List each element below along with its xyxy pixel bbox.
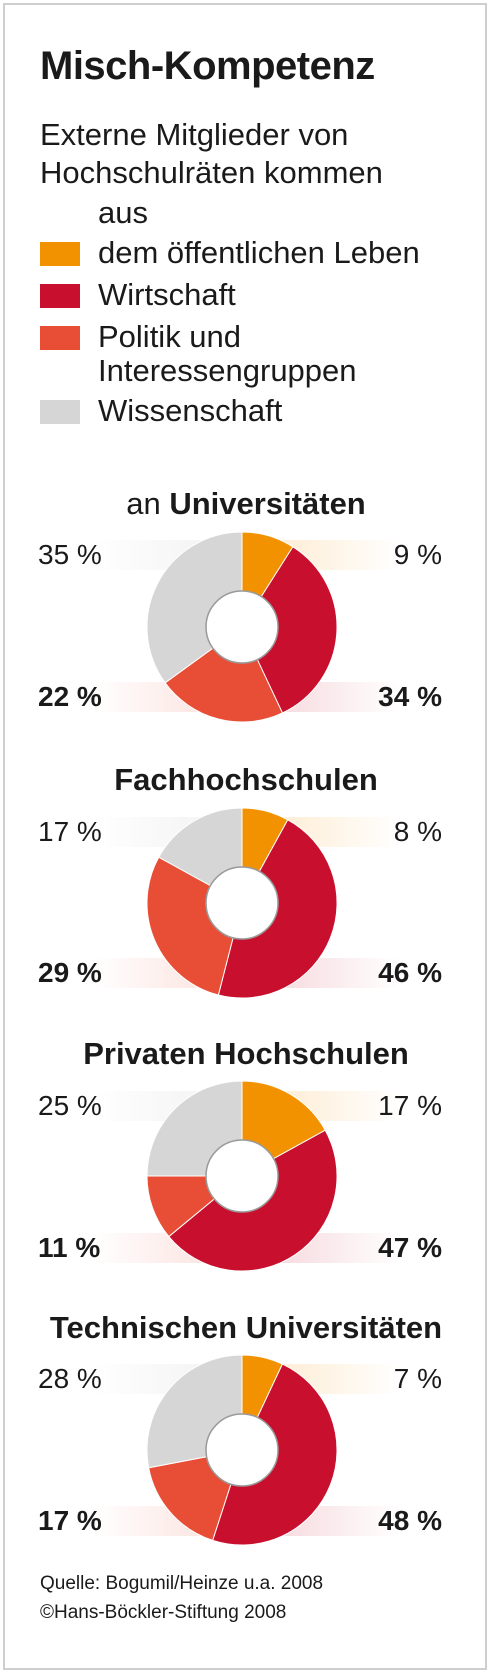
label-wirtschaft: 47 % [378,1232,442,1263]
legend-swatch [40,326,80,350]
donut-chart [146,1080,338,1272]
label-politik: 22 % [38,681,102,712]
legend-label: dem öffentlichen Leben [98,235,420,270]
label-oeffentliches-leben: 9 % [393,539,442,570]
subtitle-line-2: Hochschulräten kommen [40,155,383,190]
chart-title: Fachhochschulen [0,762,492,798]
label-politik: 17 % [38,1505,102,1536]
donut-hole [205,1139,279,1213]
slice-wirtschaft [241,546,338,714]
chart-title-prefix: an [126,486,161,521]
subtitle-line-1: Externe Mitglieder von [40,117,349,152]
label-politik: 29 % [38,957,102,988]
label-oeffentliches-leben: 17 % [378,1090,442,1121]
label-politik: 11 % [38,1232,101,1263]
slice-wissenschaft [146,531,243,684]
page-title: Misch-Kompetenz [40,44,375,88]
chart-title: Technischen Universitäten [0,1310,492,1346]
chart-title-main: Fachhochschulen [114,762,378,797]
copyright-note: ©Hans-Böckler-Stiftung 2008 [40,1602,287,1623]
donut-chart [146,1354,338,1546]
label-oeffentliches-leben: 8 % [393,816,442,847]
donut-hole [205,866,279,940]
label-wissenschaft: 35 % [38,539,102,570]
label-wissenschaft: 28 % [38,1363,102,1394]
subtitle-line-3: aus [98,195,148,230]
chart-title-main: Universitäten [169,486,366,521]
legend-label: Politik und [98,319,242,354]
legend-swatch [40,400,80,424]
chart-title-main: Privaten Hochschulen [83,1036,409,1071]
label-wirtschaft: 34 % [378,681,442,712]
legend-swatch [40,242,80,266]
label-wirtschaft: 46 % [378,957,442,988]
chart-title: an Universitäten [0,486,492,522]
chart-title: Privaten Hochschulen [0,1036,492,1072]
label-oeffentliches-leben: 7 % [393,1363,442,1394]
label-wirtschaft: 48 % [378,1505,442,1536]
donut-chart [146,531,338,723]
legend-swatch [40,284,80,308]
legend-label-line-2: Interessengruppen [98,353,357,388]
donut-chart [146,807,338,999]
donut-hole [205,1413,279,1487]
chart-title-main: Technischen Universitäten [49,1310,443,1345]
donut-hole [205,590,279,664]
legend-label: Wissenschaft [98,393,283,428]
source-note: Quelle: Bogumil/Heinze u.a. 2008 [40,1573,324,1594]
label-wissenschaft: 25 % [38,1090,102,1121]
label-wissenschaft: 17 % [38,816,102,847]
legend-label: Wirtschaft [98,277,236,312]
